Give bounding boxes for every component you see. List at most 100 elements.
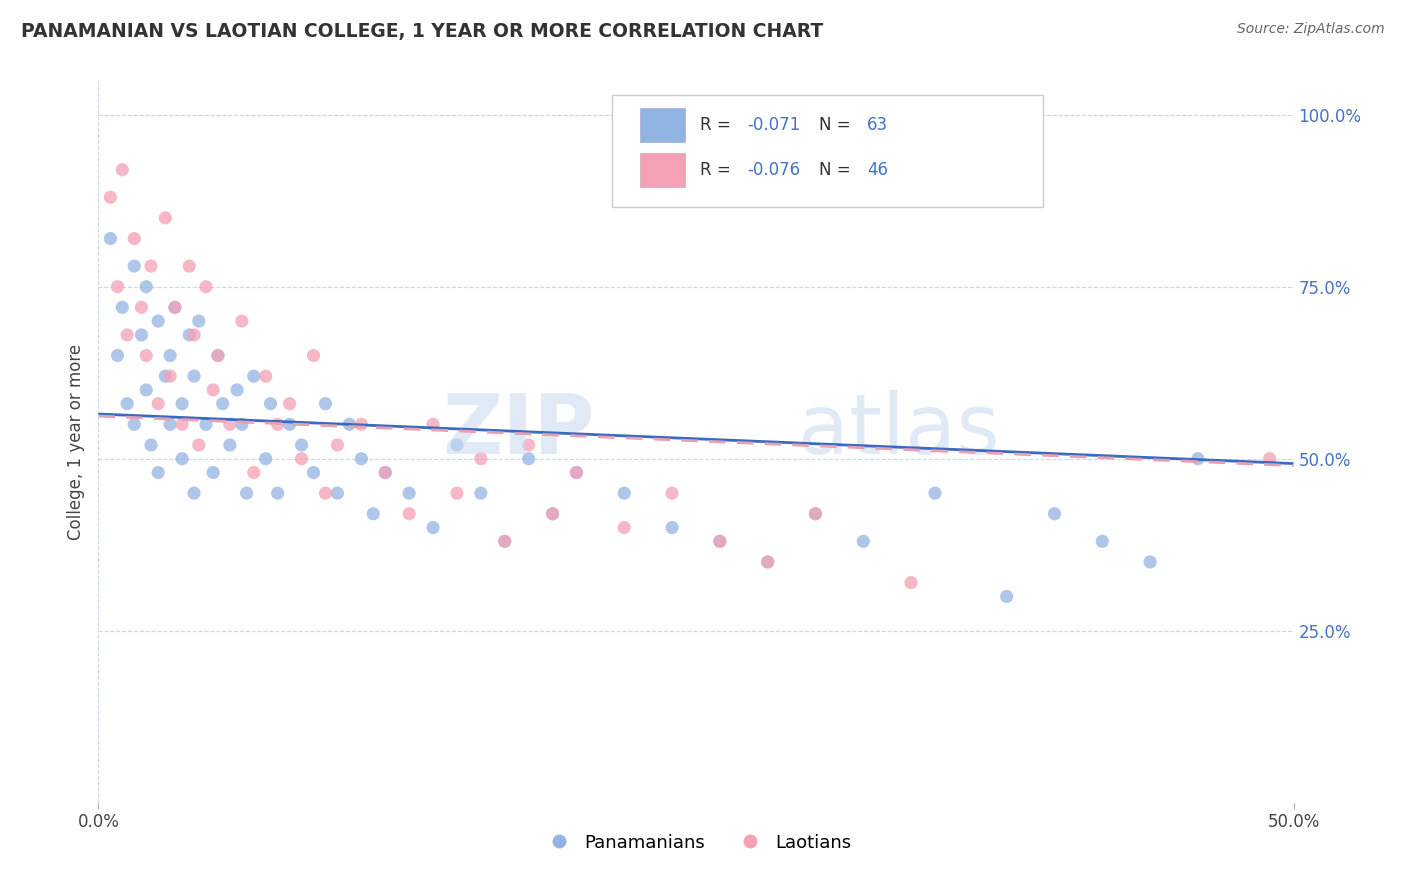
Point: [1258, 451, 1281, 466]
Point: [172, 397, 194, 411]
FancyBboxPatch shape: [640, 153, 685, 187]
Point: [115, 397, 138, 411]
Point: [363, 507, 385, 521]
Point: [374, 466, 396, 480]
Text: Source: ZipAtlas.com: Source: ZipAtlas.com: [1237, 22, 1385, 37]
Point: [172, 451, 194, 466]
Point: [187, 314, 209, 328]
Point: [398, 486, 420, 500]
Point: [278, 397, 301, 411]
Point: [709, 534, 731, 549]
Point: [613, 486, 636, 500]
Point: [107, 279, 129, 293]
Point: [1187, 451, 1209, 466]
Legend: Panamanians, Laotians: Panamanians, Laotians: [533, 826, 859, 859]
Point: [756, 555, 779, 569]
Point: [565, 466, 588, 480]
Point: [159, 369, 181, 384]
Point: [219, 438, 242, 452]
Point: [219, 417, 242, 432]
Point: [187, 438, 209, 452]
Point: [470, 451, 492, 466]
Point: [315, 397, 337, 411]
Point: [267, 417, 290, 432]
Point: [207, 349, 229, 363]
Point: [709, 534, 731, 549]
Point: [155, 211, 177, 225]
Point: [159, 349, 181, 363]
Point: [243, 369, 266, 384]
Point: [350, 417, 373, 432]
Point: [804, 507, 827, 521]
Point: [422, 520, 444, 534]
Point: [291, 438, 314, 452]
Point: [326, 486, 349, 500]
Point: [541, 507, 564, 521]
Text: -0.076: -0.076: [748, 161, 800, 179]
Point: [446, 486, 468, 500]
Text: 63: 63: [868, 116, 889, 134]
Point: [446, 438, 468, 452]
Text: R =: R =: [700, 116, 735, 134]
Point: [207, 349, 229, 363]
Point: [470, 486, 492, 500]
Point: [202, 383, 225, 397]
Text: ZIP: ZIP: [441, 390, 595, 471]
Point: [226, 383, 249, 397]
Point: [115, 327, 138, 342]
Point: [278, 417, 301, 432]
Point: [494, 534, 516, 549]
Point: [756, 555, 779, 569]
Point: [155, 369, 177, 384]
Point: [422, 417, 444, 432]
Point: [111, 301, 134, 315]
Point: [517, 438, 540, 452]
Point: [350, 451, 373, 466]
Point: [661, 520, 683, 534]
Point: [159, 417, 181, 432]
Point: [135, 349, 157, 363]
Point: [135, 279, 157, 293]
Point: [231, 314, 253, 328]
Point: [235, 486, 257, 500]
Point: [183, 369, 205, 384]
Point: [613, 520, 636, 534]
Point: [924, 486, 946, 500]
Point: [148, 466, 170, 480]
Point: [131, 301, 153, 315]
Point: [339, 417, 361, 432]
Point: [111, 162, 134, 177]
Point: [131, 327, 153, 342]
Point: [291, 451, 314, 466]
Point: [1139, 555, 1161, 569]
Text: 46: 46: [868, 161, 887, 179]
Point: [211, 397, 233, 411]
Point: [124, 417, 146, 432]
Point: [148, 314, 170, 328]
Point: [163, 301, 186, 315]
Point: [661, 486, 683, 500]
Point: [98, 231, 122, 245]
Text: PANAMANIAN VS LAOTIAN COLLEGE, 1 YEAR OR MORE CORRELATION CHART: PANAMANIAN VS LAOTIAN COLLEGE, 1 YEAR OR…: [21, 22, 824, 41]
Point: [107, 349, 129, 363]
Point: [195, 417, 218, 432]
Point: [302, 466, 325, 480]
Point: [179, 259, 201, 273]
Point: [326, 438, 349, 452]
Point: [124, 259, 146, 273]
Point: [231, 417, 253, 432]
Point: [259, 397, 281, 411]
Point: [852, 534, 875, 549]
Text: N =: N =: [820, 116, 856, 134]
Point: [1091, 534, 1114, 549]
Point: [139, 438, 162, 452]
Text: atlas: atlas: [797, 390, 1000, 471]
Text: -0.071: -0.071: [748, 116, 800, 134]
Point: [172, 417, 194, 432]
Point: [183, 486, 205, 500]
Point: [494, 534, 516, 549]
Point: [243, 466, 266, 480]
Point: [995, 590, 1018, 604]
Point: [139, 259, 162, 273]
Point: [315, 486, 337, 500]
